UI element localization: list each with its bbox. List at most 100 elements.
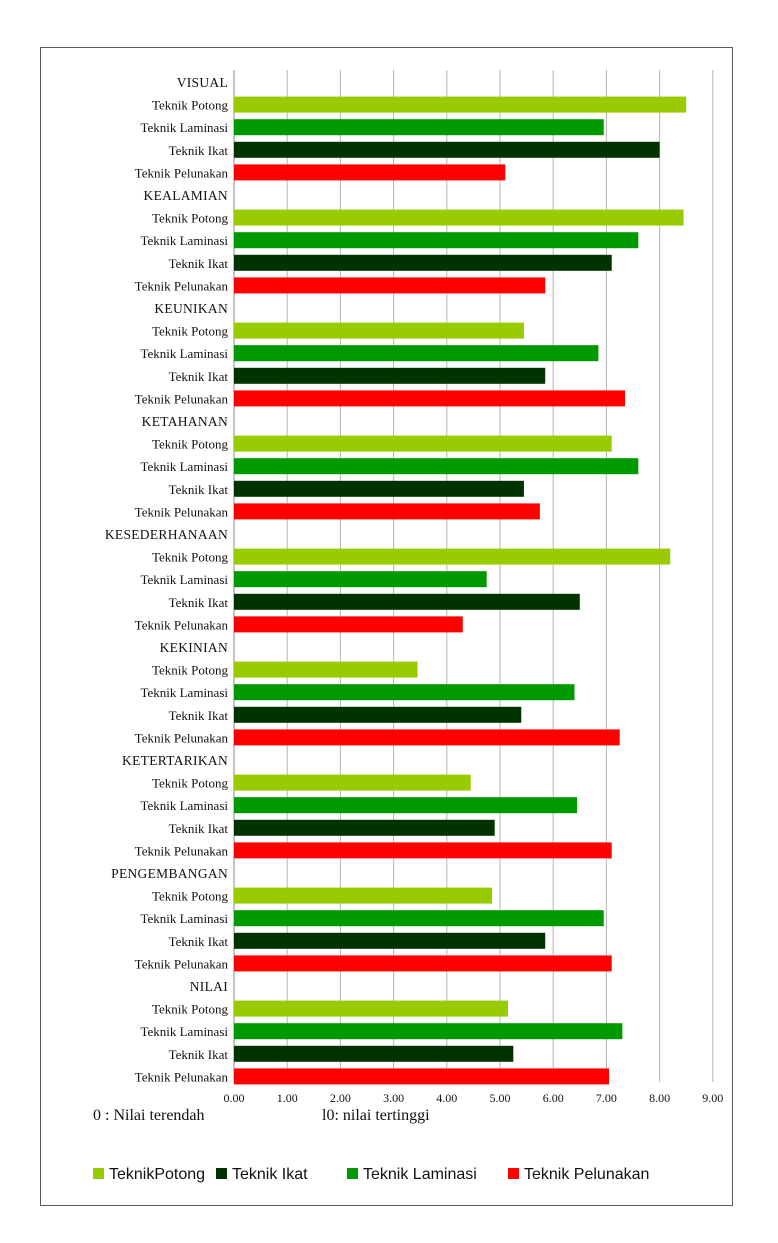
legend-swatch (347, 1168, 358, 1179)
bar (234, 887, 493, 904)
legend-swatch (508, 1168, 519, 1179)
category-label: Teknik Potong (152, 324, 229, 339)
bar (234, 661, 418, 678)
x-tick-label: 1.00 (277, 1091, 298, 1105)
x-tick-label: 5.00 (490, 1091, 511, 1105)
bar (234, 910, 604, 927)
legend-label: Teknik Ikat (232, 1166, 308, 1183)
legend-swatch (93, 1168, 104, 1179)
bar (234, 119, 604, 136)
category-label: Teknik Pelunakan (135, 391, 229, 406)
category-label: Teknik Potong (152, 1002, 229, 1017)
bar (234, 390, 626, 407)
x-tick-label: 6.00 (543, 1091, 564, 1105)
category-label: Teknik Pelunakan (135, 843, 229, 858)
category-label: Teknik Ikat (169, 708, 229, 723)
bars (234, 96, 687, 1085)
x-tick-label: 7.00 (596, 1091, 617, 1105)
group-label: KETAHANAN (142, 414, 228, 429)
category-label: Teknik Pelunakan (135, 730, 229, 745)
x-axis-ticks: 0.00 1.00 2.00 3.00 4.00 5.00 6.00 7.00 8.00 9.00 (224, 1091, 724, 1105)
bar (234, 367, 546, 384)
category-label: Teknik Laminasi (140, 346, 228, 361)
legend: TeknikPotong Teknik Ikat Teknik Laminasi Te… (93, 1166, 649, 1183)
bar (234, 254, 612, 271)
scale-notes: 0 : Nilai terendah l0: nilai tertinggi (93, 1107, 430, 1124)
category-label: Teknik Ikat (169, 143, 229, 158)
category-labels: VISUAL Teknik Potong Teknik Laminasi Teknik… (105, 75, 229, 1084)
category-label: Teknik Pelunakan (135, 617, 229, 632)
category-label: Teknik Potong (152, 663, 229, 678)
category-label: Teknik Laminasi (140, 685, 228, 700)
bar (234, 1068, 610, 1085)
legend-swatch (216, 1168, 227, 1179)
legend-label: Teknik Pelunakan (524, 1166, 649, 1183)
group-label: PENGEMBANGAN (111, 866, 228, 881)
category-label: Teknik Pelunakan (135, 504, 229, 519)
bar (234, 141, 660, 158)
bar (234, 322, 524, 339)
x-tick-label: 3.00 (383, 1091, 404, 1105)
category-label: Teknik Laminasi (140, 911, 228, 926)
bar (234, 96, 687, 113)
bar (234, 842, 612, 859)
category-label: Teknik Pelunakan (135, 1069, 229, 1084)
category-label: Teknik Ikat (169, 934, 229, 949)
category-label: Teknik Potong (152, 889, 229, 904)
note-high: l0: nilai tertinggi (322, 1107, 430, 1124)
bar (234, 209, 684, 226)
group-label: KETERTARIKAN (122, 753, 228, 768)
bar (234, 345, 599, 362)
note-low: 0 : Nilai terendah (93, 1107, 205, 1124)
x-tick-label: 8.00 (649, 1091, 670, 1105)
category-label: Teknik Ikat (169, 369, 229, 384)
bar (234, 232, 639, 249)
category-label: Teknik Pelunakan (135, 165, 229, 180)
bar (234, 797, 578, 814)
bar (234, 593, 580, 610)
x-tick-label: 0.00 (224, 1091, 245, 1105)
category-label: Teknik Ikat (169, 595, 229, 610)
bar (234, 480, 524, 497)
category-label: Teknik Ikat (169, 482, 229, 497)
category-label: Teknik Laminasi (140, 1024, 228, 1039)
group-label: VISUAL (177, 75, 228, 90)
x-tick-label: 4.00 (436, 1091, 457, 1105)
category-label: Teknik Potong (152, 437, 229, 452)
category-label: Teknik Laminasi (140, 120, 228, 135)
category-label: Teknik Potong (152, 776, 229, 791)
x-tick-label: 9.00 (702, 1091, 723, 1105)
bar (234, 729, 620, 746)
category-label: Teknik Potong (152, 550, 229, 565)
group-label: KEALAMIAN (144, 188, 228, 203)
category-label: Teknik Pelunakan (135, 278, 229, 293)
category-label: Teknik Potong (152, 211, 229, 226)
bar (234, 503, 540, 520)
category-label: Teknik Laminasi (140, 233, 228, 248)
bar (234, 706, 522, 723)
bar (234, 684, 575, 701)
bar (234, 277, 546, 294)
category-label: Teknik Ikat (169, 821, 229, 836)
category-label: Teknik Laminasi (140, 572, 228, 587)
bar (234, 932, 546, 949)
bar (234, 1000, 508, 1017)
category-label: Teknik Ikat (169, 256, 229, 271)
bar (234, 435, 612, 452)
bar-chart: VISUAL Teknik Potong Teknik Laminasi Teknik… (93, 70, 724, 1183)
bar (234, 458, 639, 475)
legend-label: Teknik Laminasi (363, 1166, 477, 1183)
x-tick-label: 2.00 (330, 1091, 351, 1105)
chart-frame: VISUAL Teknik Potong Teknik Laminasi Teknik… (40, 47, 733, 1206)
category-label: Teknik Laminasi (140, 459, 228, 474)
bar (234, 164, 506, 181)
bar (234, 616, 463, 633)
group-label: KEKINIAN (160, 640, 228, 655)
bar (234, 1045, 514, 1062)
bar (234, 571, 487, 588)
category-label: Teknik Pelunakan (135, 956, 229, 971)
category-label: Teknik Ikat (169, 1047, 229, 1062)
group-label: KESEDERHANAAN (105, 527, 228, 542)
category-label: Teknik Laminasi (140, 798, 228, 813)
bar (234, 1023, 623, 1040)
